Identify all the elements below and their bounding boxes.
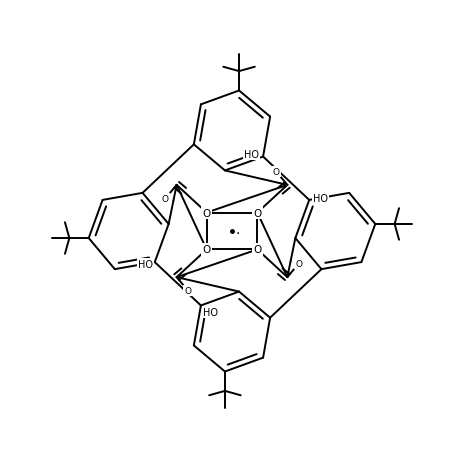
Text: O: O xyxy=(294,260,301,269)
Text: HO: HO xyxy=(313,193,327,203)
Text: O: O xyxy=(202,208,210,218)
Text: HO: HO xyxy=(138,260,153,270)
Text: HO: HO xyxy=(244,150,258,160)
Text: O: O xyxy=(202,245,210,255)
Text: O: O xyxy=(162,194,169,203)
Text: O: O xyxy=(253,208,261,218)
Text: .: . xyxy=(235,222,239,236)
Text: O: O xyxy=(184,287,191,295)
Text: O: O xyxy=(253,245,261,255)
Text: HO: HO xyxy=(202,308,217,318)
Text: O: O xyxy=(272,168,279,176)
